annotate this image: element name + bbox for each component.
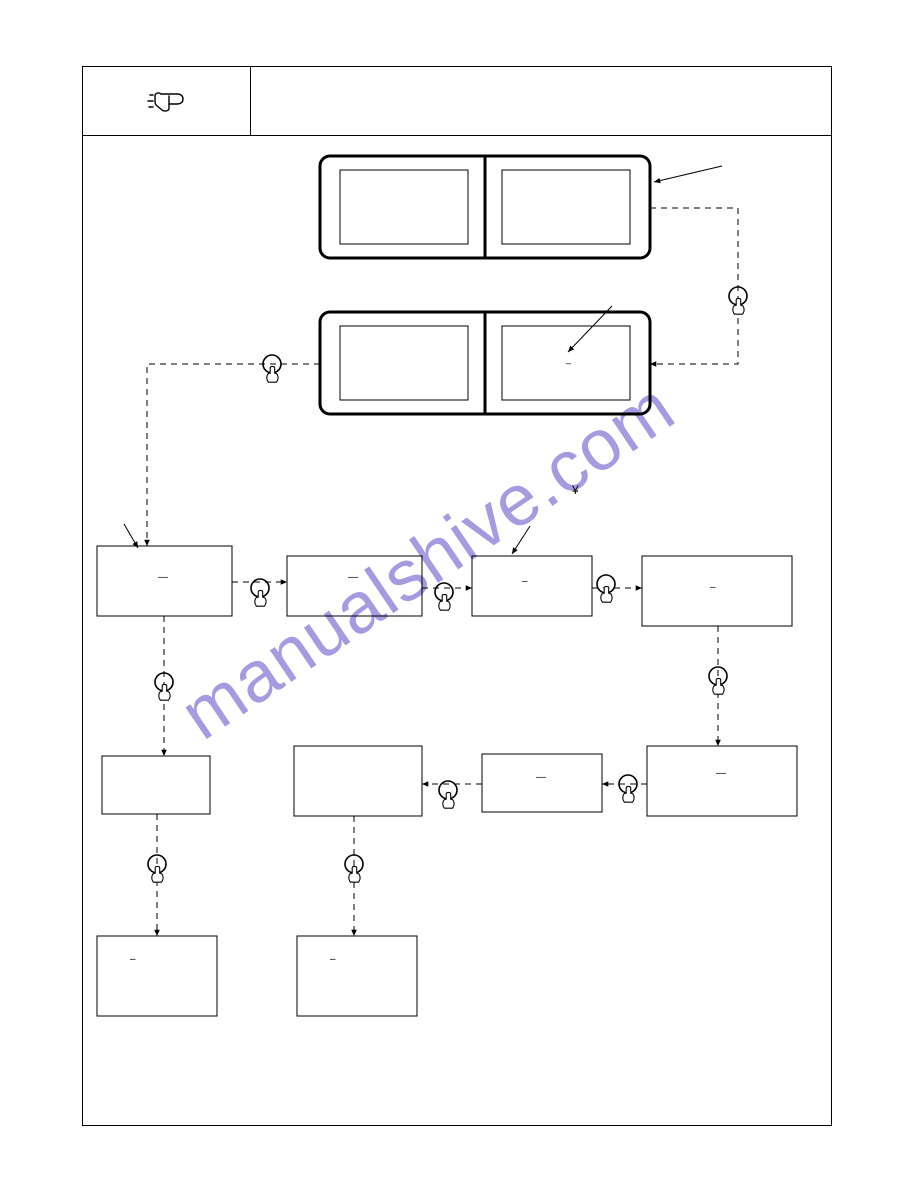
box-b4 — [642, 556, 792, 626]
screen-mid-left — [340, 326, 468, 400]
svg-text:—: — — [716, 768, 726, 779]
pointing-hand-icon — [147, 87, 187, 115]
box-b10 — [297, 936, 417, 1016]
screen-top-right — [502, 170, 630, 244]
box-b9 — [97, 936, 217, 1016]
page: manualshive.com — [0, 0, 918, 1188]
svg-text:–: – — [522, 576, 528, 587]
svg-text:–: – — [130, 954, 136, 965]
box-b5 — [102, 756, 210, 814]
svg-text:—: — — [348, 572, 358, 583]
annotation-yen: ¥ — [571, 483, 579, 497]
svg-text:—: — — [536, 772, 546, 783]
screen-top-left — [340, 170, 468, 244]
flowchart-canvas: – — [82, 136, 832, 1126]
header-icon-box — [83, 67, 251, 135]
svg-text:—: — — [158, 572, 168, 583]
svg-text:–: – — [566, 358, 571, 368]
box-b7 — [482, 754, 602, 812]
svg-text:–: – — [330, 954, 336, 965]
box-b2 — [287, 556, 422, 616]
svg-text:–: – — [710, 582, 716, 593]
box-b3 — [472, 556, 592, 616]
box-b8 — [647, 746, 797, 816]
header-bar — [82, 66, 832, 136]
box-b6 — [294, 746, 422, 816]
